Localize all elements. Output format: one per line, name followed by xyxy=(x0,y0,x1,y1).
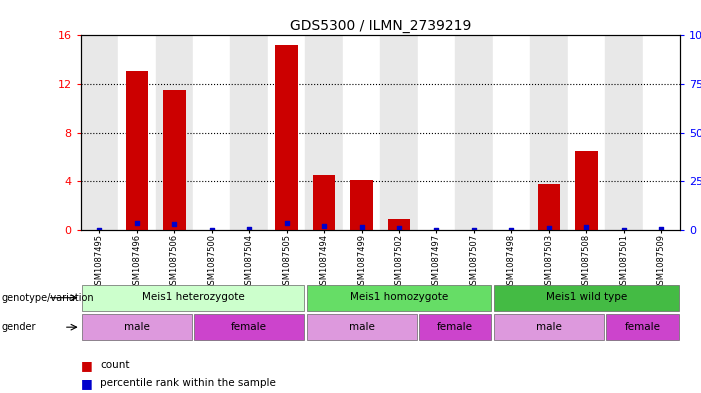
Text: female: female xyxy=(625,321,660,332)
Text: percentile rank within the sample: percentile rank within the sample xyxy=(100,378,276,388)
Point xyxy=(356,224,367,230)
Bar xyxy=(81,35,118,230)
Bar xyxy=(268,35,306,230)
Bar xyxy=(575,151,597,230)
Bar xyxy=(350,180,373,230)
Point xyxy=(318,223,329,229)
Text: male: male xyxy=(348,321,374,332)
Bar xyxy=(125,71,148,230)
Text: genotype/variation: genotype/variation xyxy=(1,293,94,303)
Text: Meis1 heterozygote: Meis1 heterozygote xyxy=(142,292,245,302)
Text: Meis1 wild type: Meis1 wild type xyxy=(545,292,627,302)
Text: female: female xyxy=(231,321,267,332)
Bar xyxy=(306,285,491,311)
Point xyxy=(468,227,479,233)
Bar xyxy=(643,35,680,230)
Bar xyxy=(231,35,268,230)
Bar xyxy=(530,35,568,230)
Bar xyxy=(606,314,679,340)
Point xyxy=(431,227,442,233)
Bar xyxy=(494,314,604,340)
Point xyxy=(131,220,142,227)
Bar xyxy=(156,35,193,230)
Bar xyxy=(538,184,560,230)
Bar xyxy=(313,175,335,230)
Bar xyxy=(82,314,192,340)
Bar xyxy=(418,35,455,230)
Point xyxy=(580,224,592,230)
Point xyxy=(206,227,217,233)
Text: female: female xyxy=(437,321,473,332)
Bar xyxy=(275,45,298,230)
Bar xyxy=(494,285,679,311)
Bar xyxy=(82,285,304,311)
Bar xyxy=(388,219,410,230)
Text: gender: gender xyxy=(1,322,36,332)
Bar xyxy=(306,35,343,230)
Bar xyxy=(568,35,605,230)
Text: count: count xyxy=(100,360,130,371)
Bar xyxy=(455,35,493,230)
Point xyxy=(393,225,404,231)
Title: GDS5300 / ILMN_2739219: GDS5300 / ILMN_2739219 xyxy=(290,19,471,33)
Point xyxy=(543,225,554,231)
Text: male: male xyxy=(124,321,150,332)
Bar xyxy=(194,314,304,340)
Point xyxy=(243,226,254,232)
Bar xyxy=(118,35,156,230)
Bar xyxy=(306,314,416,340)
Bar xyxy=(343,35,381,230)
Bar xyxy=(163,90,186,230)
Bar xyxy=(381,35,418,230)
Text: ■: ■ xyxy=(81,359,93,372)
Bar xyxy=(193,35,231,230)
Point xyxy=(506,227,517,233)
Point xyxy=(655,226,667,232)
Point xyxy=(281,220,292,227)
Bar xyxy=(605,35,643,230)
Point xyxy=(618,227,629,233)
Point xyxy=(94,227,105,233)
Point xyxy=(169,221,180,227)
Bar xyxy=(419,314,491,340)
Text: Meis1 homozygote: Meis1 homozygote xyxy=(350,292,448,302)
Text: male: male xyxy=(536,321,562,332)
Text: ■: ■ xyxy=(81,376,93,390)
Bar xyxy=(493,35,530,230)
